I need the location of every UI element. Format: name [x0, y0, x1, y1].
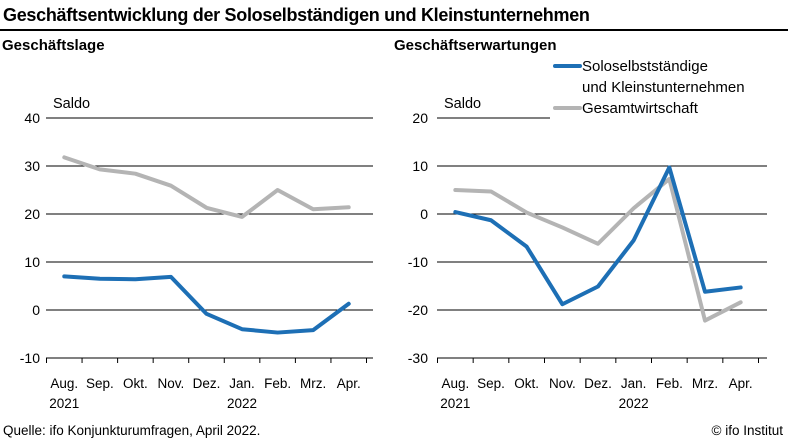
x-tick-label: Sep.: [86, 376, 114, 391]
legend: Soloselbstständige und Kleinstunternehme…: [553, 56, 745, 119]
year-label: 2021: [49, 396, 79, 411]
gray-line-swatch: [553, 106, 582, 110]
page-title: Geschäftsentwicklung der Soloselbständig…: [3, 5, 590, 25]
y-tick-label: 10: [412, 158, 428, 174]
y-tick-label: 0: [32, 302, 40, 318]
series-line: [453, 165, 743, 307]
x-tick-label: Mrz.: [300, 376, 326, 391]
x-tick-label: Okt.: [123, 376, 148, 391]
right-line-chart: 20 10 0 -10 -20 -30 Aug. Sep. Okt. Nov. Dez. Jan. Fe…: [408, 96, 767, 411]
x-tick-label: Jan.: [229, 376, 255, 391]
y-tick-label: -10: [20, 350, 40, 366]
x-tick-label: Nov.: [158, 376, 185, 391]
x-tick-label: Apr.: [337, 376, 361, 391]
legend-item-soloselbststaendige: Soloselbstständige und Kleinstunternehme…: [553, 56, 745, 98]
x-tick-label: Dez.: [584, 376, 612, 391]
year-label: 2021: [440, 396, 470, 411]
left-chart-panel: 40 30 20 10 0 -10 Aug. Sep. Okt. Nov. Dez. Jan. Feb.…: [0, 85, 394, 425]
x-tick-label: Mrz.: [692, 376, 718, 391]
x-tick-label: Aug.: [441, 376, 469, 391]
x-tick-label: Feb.: [264, 376, 291, 391]
y-tick-label: 20: [24, 206, 40, 222]
source-note: Quelle: ifo Konjunkturumfragen, April 20…: [3, 423, 261, 438]
series-line: [62, 155, 351, 219]
y-axis-title: Saldo: [53, 96, 90, 112]
series-line: [62, 274, 351, 335]
y-tick-label: 10: [24, 254, 40, 270]
x-tick-label: Aug.: [50, 376, 78, 391]
x-tick-label: Jan.: [621, 376, 647, 391]
legend-item-gesamtwirtschaft: Gesamtwirtschaft: [553, 98, 745, 119]
legend-label: Soloselbstständige und Kleinstunternehme…: [582, 58, 745, 96]
y-tick-label: -30: [408, 350, 428, 366]
blue-line-swatch: [553, 64, 582, 68]
series-line: [453, 176, 743, 323]
y-tick-label: 0: [420, 206, 428, 222]
copyright-note: © ifo Institut: [711, 423, 783, 438]
y-tick-label: -20: [408, 302, 428, 318]
y-tick-label: 40: [24, 110, 40, 126]
legend-label: Gesamtwirtschaft: [582, 100, 698, 117]
year-label: 2022: [619, 396, 649, 411]
x-tick-label: Feb.: [656, 376, 683, 391]
x-tick-label: Okt.: [514, 376, 539, 391]
x-tick-label: Dez.: [193, 376, 221, 391]
x-tick-label: Nov.: [549, 376, 576, 391]
y-axis-title: Saldo: [444, 96, 481, 112]
right-chart-title: Geschäftserwartungen: [394, 37, 557, 54]
y-tick-label: 30: [24, 158, 40, 174]
year-label: 2022: [227, 396, 257, 411]
right-chart-panel: 20 10 0 -10 -20 -30 Aug. Sep. Okt. Nov. Dez. Jan. Fe…: [392, 85, 788, 425]
y-tick-label: -10: [408, 254, 428, 270]
title-divider: [0, 29, 788, 31]
x-tick-label: Apr.: [729, 376, 753, 391]
left-line-chart: 40 30 20 10 0 -10 Aug. Sep. Okt. Nov. Dez. Jan. Feb.…: [20, 96, 373, 411]
x-tick-label: Sep.: [477, 376, 505, 391]
left-chart-title: Geschäftslage: [2, 37, 105, 54]
y-tick-label: 20: [412, 110, 428, 126]
